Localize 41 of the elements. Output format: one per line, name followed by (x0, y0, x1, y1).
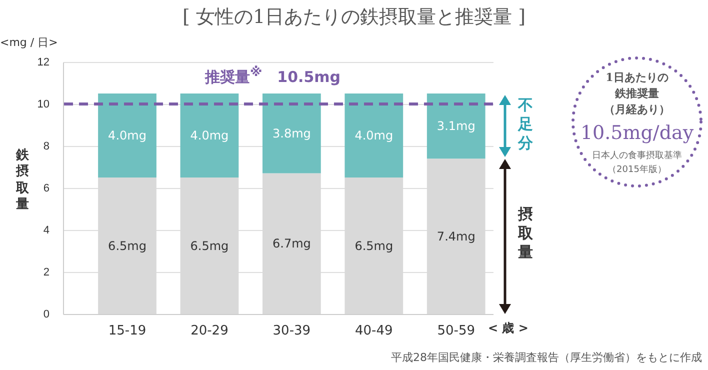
data-label: 3.1mg (436, 119, 476, 134)
y-tick-label: 8 (43, 140, 50, 152)
data-label: 3.8mg (272, 126, 311, 140)
data-label: 4.0mg (190, 128, 229, 142)
data-label: 6.5mg (354, 238, 394, 253)
bar (344, 94, 404, 178)
chart-title: [ 女性の1日あたりの鉄摂取量と推奨量 ] (182, 5, 526, 30)
data-label: 4.0mg (108, 128, 146, 142)
data-label: 6.5mg (108, 238, 146, 253)
data-label: 6.7mg (272, 236, 311, 251)
text: 鉄推奨量 (614, 86, 660, 101)
text: （月経あり） (603, 102, 671, 117)
y-tick-label: 4 (43, 224, 50, 236)
y-axis-title: 鉄摂取量 (16, 148, 29, 213)
text: 日本人の食事摂取基準 (591, 150, 683, 162)
text: 摂取量 (518, 205, 533, 262)
text: 1日あたりの (604, 70, 670, 85)
text: 平成28年国民健康・栄養調査報告（厚生労働省）をもとに作成 (391, 350, 702, 365)
x-tick-label: 40-49 (355, 324, 393, 338)
bar (262, 94, 321, 174)
x-axis-title: < 歳 > (488, 320, 528, 337)
x-tick-label: 30-39 (272, 324, 311, 338)
text: 不足分 (518, 96, 533, 152)
y-tick-label: 12 (37, 56, 50, 68)
data-label: 7.4mg (436, 229, 476, 244)
y-tick-label: 6 (43, 182, 50, 194)
y-tick-label: 10 (37, 98, 50, 110)
x-tick-label: 15-19 (108, 324, 146, 338)
data-label: 4.0mg (354, 128, 394, 142)
x-tick-label: 20-29 (190, 324, 228, 338)
bar (180, 94, 239, 178)
data-label: 6.5mg (190, 238, 229, 253)
bar (98, 94, 156, 178)
text: 推奨量$^{※}$ 10.5mg (205, 64, 341, 86)
bar (426, 94, 486, 159)
text: （2015年版） (606, 164, 668, 176)
y-tick-label: 2 (43, 266, 50, 278)
y-tick-label: 0 (43, 308, 50, 320)
text: <mg / 日> (0, 35, 58, 50)
x-tick-label: 50-59 (437, 324, 476, 338)
text: 10.5mg/day (579, 122, 695, 144)
